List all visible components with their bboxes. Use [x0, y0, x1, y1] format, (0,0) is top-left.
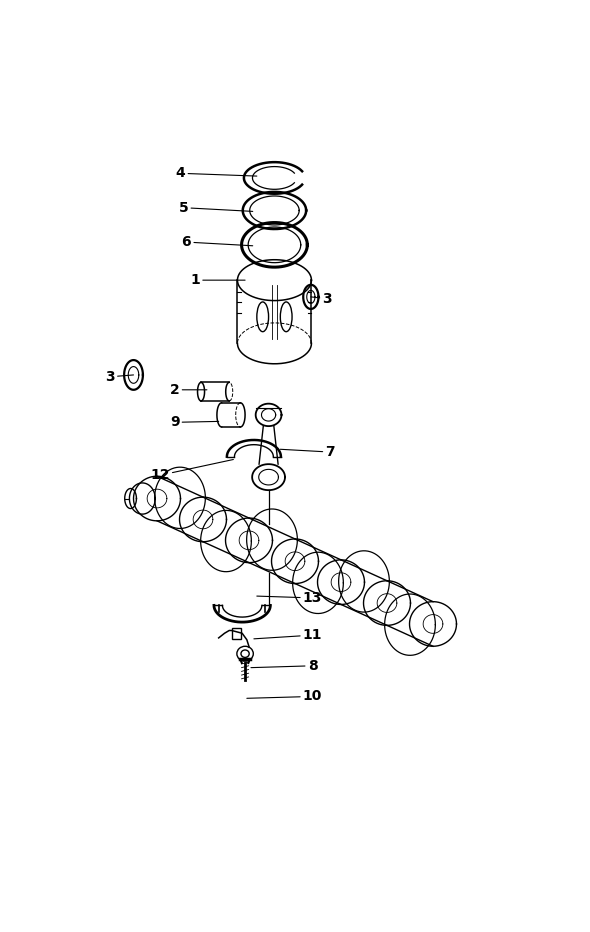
Bar: [232, 627, 241, 638]
Text: 12: 12: [150, 459, 233, 482]
Text: 9: 9: [170, 416, 219, 430]
Text: 3: 3: [311, 292, 332, 306]
Text: 1: 1: [191, 273, 245, 287]
Text: 3: 3: [105, 370, 133, 384]
Text: 11: 11: [254, 628, 322, 642]
Text: 5: 5: [179, 200, 253, 214]
Text: 8: 8: [251, 659, 317, 673]
Text: 4: 4: [176, 166, 257, 180]
Text: 10: 10: [247, 690, 322, 704]
Text: 6: 6: [182, 235, 253, 249]
Text: 13: 13: [257, 591, 322, 605]
Text: 2: 2: [170, 383, 207, 397]
Text: 7: 7: [280, 445, 335, 459]
